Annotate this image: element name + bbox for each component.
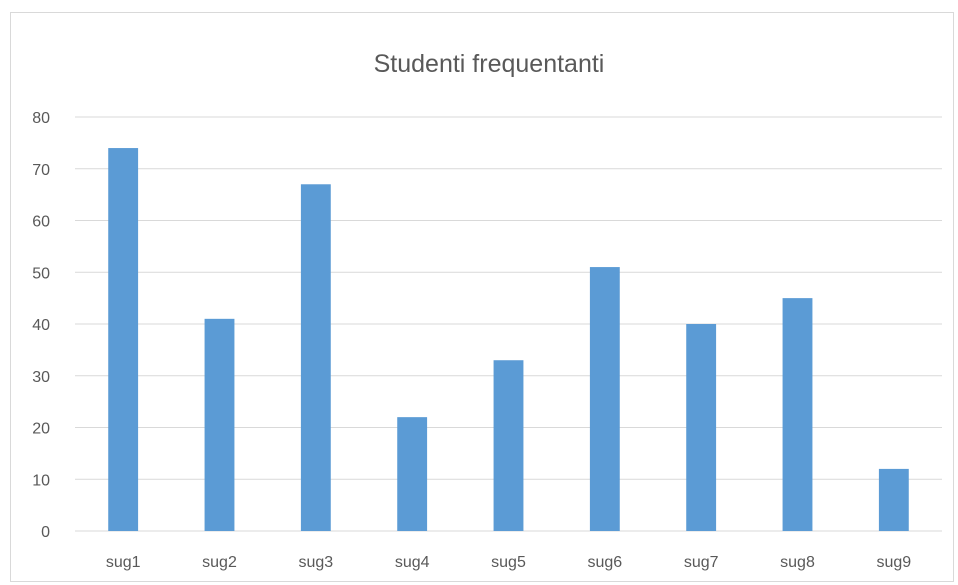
bar-sug7 [686, 324, 717, 531]
x-tick-label-sug5: sug5 [491, 554, 526, 571]
x-axis-tick-labels: sug1 sug2 sug3 sug4 sug5 sug6 sug7 sug8 sug9 [106, 554, 911, 571]
bar-sug3 [300, 184, 331, 531]
x-tick-label-sug6: sug6 [587, 554, 622, 571]
bar-sug9 [878, 468, 909, 531]
y-tick-label: 20 [32, 421, 50, 438]
bar-sug1 [108, 148, 139, 532]
x-tick-label-sug2: sug2 [202, 554, 237, 571]
x-tick-label-sug3: sug3 [298, 554, 333, 571]
y-tick-label: 0 [41, 524, 50, 541]
y-tick-label: 50 [32, 265, 50, 282]
y-tick-label: 70 [32, 162, 50, 179]
y-axis-tick-labels: 0 10 20 30 40 50 60 70 80 [32, 110, 50, 541]
bar-sug8 [782, 298, 813, 531]
x-tick-label-sug7: sug7 [684, 554, 719, 571]
y-tick-label: 60 [32, 214, 50, 231]
bar-sug6 [589, 267, 620, 531]
y-tick-label: 30 [32, 369, 50, 386]
bar-sug2 [204, 318, 235, 531]
y-tick-label: 80 [32, 110, 50, 127]
y-tick-label: 40 [32, 317, 50, 334]
bar-sug5 [493, 360, 524, 531]
x-tick-label-sug8: sug8 [780, 554, 815, 571]
x-tick-label-sug1: sug1 [106, 554, 141, 571]
x-tick-label-sug4: sug4 [395, 554, 430, 571]
bars [108, 148, 909, 532]
y-tick-label: 10 [32, 472, 50, 489]
chart-title: Studenti frequentanti [374, 50, 605, 78]
bar-sug4 [397, 417, 428, 531]
x-tick-label-sug9: sug9 [876, 554, 911, 571]
